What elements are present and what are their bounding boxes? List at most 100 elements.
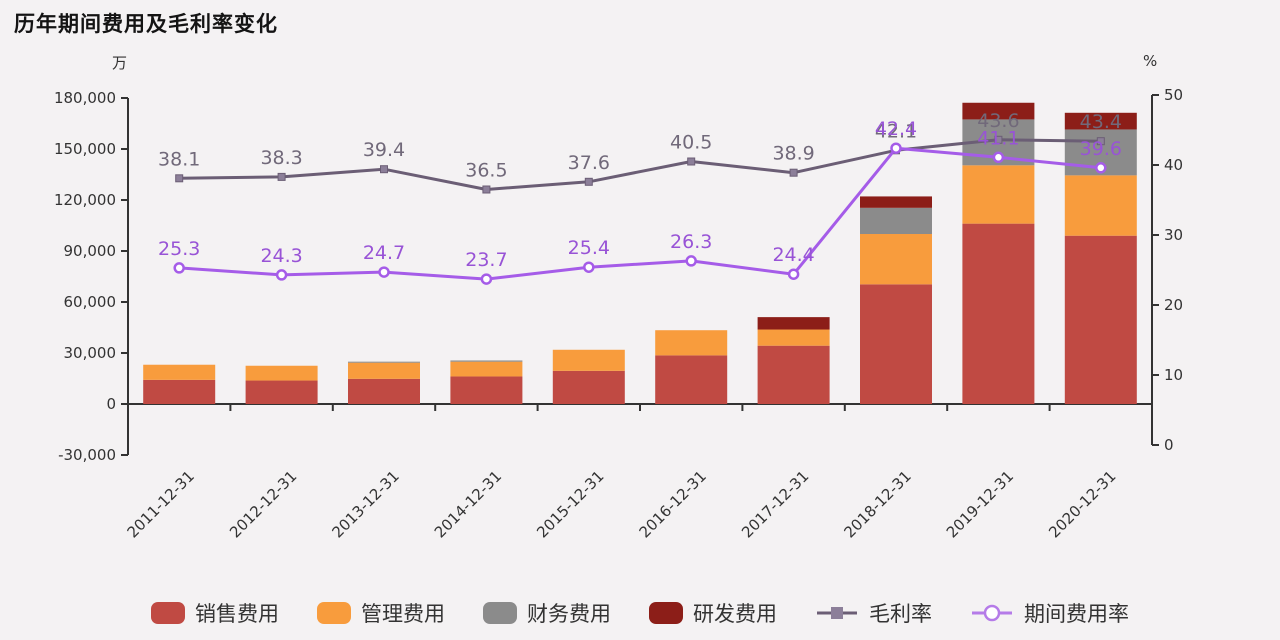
right-axis-tick-label: 50 bbox=[1164, 86, 1183, 104]
gross-margin-value-label: 39.4 bbox=[363, 139, 405, 161]
gross-margin-value-label: 43.4 bbox=[1080, 111, 1122, 133]
legend-item-period-ratio[interactable]: 期间费用率 bbox=[970, 598, 1129, 628]
x-axis-category-label: 2017-12-31 bbox=[738, 467, 812, 541]
right-axis-tick-label: 0 bbox=[1164, 436, 1174, 454]
left-axis-tick-label: 180,000 bbox=[54, 89, 116, 107]
bar-segment-销售费用[interactable] bbox=[450, 376, 523, 404]
bar-segment-管理费用[interactable] bbox=[348, 362, 420, 379]
left-axis-tick-label: -30,000 bbox=[58, 446, 116, 464]
left-axis-unit: 万 bbox=[112, 54, 128, 72]
period-ratio-marker[interactable] bbox=[685, 255, 697, 267]
x-axis-category-label: 2020-12-31 bbox=[1045, 467, 1119, 541]
legend-item-management[interactable]: 管理费用 bbox=[317, 598, 445, 628]
legend-label: 毛利率 bbox=[869, 602, 932, 626]
bar-segment-财务费用[interactable] bbox=[348, 361, 420, 363]
period-ratio-line-icon bbox=[972, 604, 1012, 622]
bar-segment-管理费用[interactable] bbox=[245, 365, 318, 381]
bar-segment-销售费用[interactable] bbox=[348, 378, 420, 404]
bar-segment-管理费用[interactable] bbox=[962, 165, 1035, 224]
legend-item-sales[interactable]: 销售费用 bbox=[151, 598, 279, 628]
legend-item-rnd[interactable]: 研发费用 bbox=[649, 598, 777, 628]
bar-segment-销售费用[interactable] bbox=[245, 380, 318, 404]
right-axis-tick-label: 10 bbox=[1164, 366, 1183, 384]
period-ratio-marker[interactable] bbox=[890, 142, 902, 154]
period-ratio-marker[interactable] bbox=[173, 262, 185, 274]
bar-segment-管理费用[interactable] bbox=[552, 349, 625, 371]
bar-segment-销售费用[interactable] bbox=[552, 370, 625, 404]
legend-label: 销售费用 bbox=[195, 602, 279, 626]
x-axis-category-label: 2016-12-31 bbox=[636, 467, 710, 541]
bar-segment-管理费用[interactable] bbox=[860, 234, 932, 285]
period-ratio-marker[interactable] bbox=[1095, 162, 1107, 174]
period-ratio-value-label: 23.7 bbox=[465, 249, 507, 271]
period-ratio-marker[interactable] bbox=[583, 261, 595, 273]
gross-margin-value-label: 37.6 bbox=[568, 152, 610, 174]
bar-segment-研发费用[interactable] bbox=[1064, 112, 1137, 130]
x-axis-category-label: 2019-12-31 bbox=[943, 467, 1017, 541]
right-axis-tick-label: 30 bbox=[1164, 226, 1183, 244]
gross-margin-value-label: 36.5 bbox=[465, 160, 507, 182]
period-ratio-marker[interactable] bbox=[480, 273, 493, 285]
bar-segment-销售费用[interactable] bbox=[757, 345, 830, 404]
rnd-swatch-icon bbox=[649, 602, 683, 624]
period-ratio-marker[interactable] bbox=[275, 269, 288, 281]
period-ratio-marker[interactable] bbox=[787, 268, 800, 280]
period-ratio-value-label: 24.7 bbox=[363, 242, 405, 264]
period-ratio-value-label: 42.4 bbox=[875, 118, 917, 140]
gross-margin-line[interactable] bbox=[179, 138, 1101, 191]
period-ratio-value-label: 25.4 bbox=[568, 237, 610, 259]
period-ratio-line[interactable] bbox=[179, 146, 1101, 281]
x-axis-category-label: 2012-12-31 bbox=[226, 467, 300, 541]
bar-segment-销售费用[interactable] bbox=[1064, 235, 1137, 404]
bar-segment-管理费用[interactable] bbox=[757, 329, 830, 346]
gross-margin-marker[interactable] bbox=[175, 174, 184, 183]
bar-segment-财务费用[interactable] bbox=[860, 207, 932, 234]
gross-margin-marker[interactable] bbox=[789, 168, 798, 177]
gross-margin-marker[interactable] bbox=[277, 172, 286, 181]
gross-margin-value-label: 43.6 bbox=[977, 110, 1019, 132]
gross-margin-marker[interactable] bbox=[482, 185, 491, 194]
left-axis-tick-label: 150,000 bbox=[54, 140, 116, 158]
finance-swatch-icon bbox=[483, 602, 517, 624]
page-title: 历年期间费用及毛利率变化 bbox=[14, 12, 278, 36]
bar-segment-管理费用[interactable] bbox=[143, 364, 216, 380]
legend-item-finance[interactable]: 财务费用 bbox=[483, 598, 611, 628]
gross-margin-value-label: 42.1 bbox=[875, 120, 917, 142]
left-axis-tick-label: 0 bbox=[106, 395, 116, 413]
period-ratio-value-label: 25.3 bbox=[158, 238, 200, 260]
gross-margin-value-label: 38.9 bbox=[772, 143, 814, 165]
bar-segment-研发费用[interactable] bbox=[962, 102, 1035, 120]
left-axis-tick-label: 120,000 bbox=[54, 191, 116, 209]
gross-margin-value-label: 38.3 bbox=[260, 147, 302, 169]
bar-segment-研发费用[interactable] bbox=[757, 317, 830, 330]
left-axis-tick-label: 30,000 bbox=[64, 344, 117, 362]
bar-segment-销售费用[interactable] bbox=[860, 284, 932, 404]
bar-segment-销售费用[interactable] bbox=[143, 379, 216, 404]
legend-label: 财务费用 bbox=[527, 602, 611, 626]
gross-margin-marker[interactable] bbox=[380, 165, 388, 174]
bar-segment-管理费用[interactable] bbox=[1064, 175, 1137, 236]
period-ratio-value-label: 26.3 bbox=[670, 231, 712, 253]
gross-margin-value-label: 38.1 bbox=[158, 148, 200, 170]
right-axis-tick-label: 40 bbox=[1164, 156, 1183, 174]
bar-segment-管理费用[interactable] bbox=[450, 361, 523, 377]
legend-item-gross-margin[interactable]: 毛利率 bbox=[815, 598, 932, 628]
gross-margin-marker[interactable] bbox=[994, 135, 1003, 144]
left-axis-tick-label: 60,000 bbox=[64, 293, 117, 311]
bar-segment-财务费用[interactable] bbox=[450, 360, 523, 362]
gross-margin-marker[interactable] bbox=[1096, 137, 1105, 146]
gross-margin-marker[interactable] bbox=[687, 157, 696, 166]
bar-segment-销售费用[interactable] bbox=[655, 355, 728, 404]
bar-segment-研发费用[interactable] bbox=[860, 196, 932, 208]
period-ratio-value-label: 41.1 bbox=[977, 127, 1019, 149]
left-axis-tick-label: 90,000 bbox=[64, 242, 117, 260]
period-ratio-marker[interactable] bbox=[378, 266, 390, 278]
period-ratio-marker[interactable] bbox=[992, 151, 1005, 164]
legend-label: 管理费用 bbox=[361, 602, 445, 626]
legend-label: 期间费用率 bbox=[1024, 602, 1129, 626]
gross-margin-marker[interactable] bbox=[584, 177, 593, 186]
bar-segment-销售费用[interactable] bbox=[962, 223, 1035, 404]
bar-segment-管理费用[interactable] bbox=[655, 330, 728, 356]
